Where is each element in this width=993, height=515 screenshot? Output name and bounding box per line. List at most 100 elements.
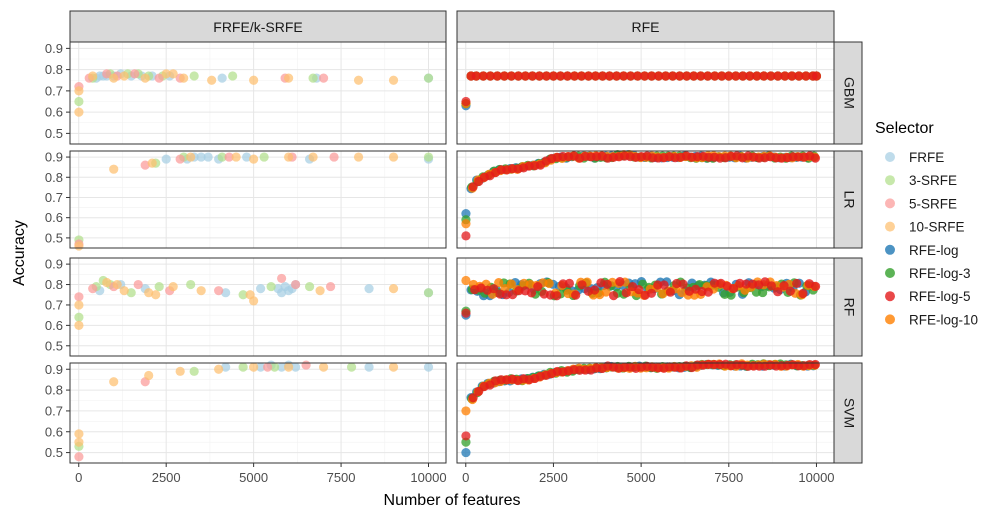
- data-point: [318, 362, 329, 372]
- data-point: [231, 152, 241, 162]
- data-point: [175, 366, 185, 376]
- data-point: [766, 281, 777, 291]
- data-point: [217, 73, 227, 83]
- data-point: [544, 278, 554, 289]
- data-point: [126, 288, 136, 298]
- data-point: [189, 366, 199, 376]
- data-point: [461, 447, 471, 458]
- data-point: [773, 287, 783, 297]
- data-point: [485, 71, 495, 81]
- y-tick-label: 0.8: [45, 62, 63, 77]
- legend-label: 5-SRFE: [909, 196, 957, 211]
- y-tick-label: 0.8: [45, 277, 63, 292]
- data-point: [74, 86, 84, 96]
- data-point: [602, 279, 612, 289]
- data-point: [668, 71, 678, 81]
- y-tick-label: 0.9: [45, 150, 63, 165]
- data-point: [207, 75, 217, 85]
- data-point: [109, 377, 119, 387]
- data-point: [277, 273, 287, 284]
- data-point: [696, 71, 706, 81]
- data-point: [552, 291, 562, 301]
- data-point: [364, 362, 374, 372]
- y-tick-label: 0.9: [45, 257, 63, 272]
- data-point: [675, 71, 685, 81]
- x-tick-label: 7500: [327, 470, 356, 485]
- data-point: [640, 71, 650, 81]
- data-point: [571, 290, 581, 300]
- data-point: [703, 71, 713, 81]
- y-tick-label: 0.5: [45, 445, 63, 460]
- data-point: [168, 281, 178, 292]
- data-point: [597, 71, 608, 81]
- data-point: [548, 71, 559, 81]
- y-tick-label: 0.6: [45, 424, 63, 439]
- data-point: [346, 362, 357, 372]
- data-point: [249, 154, 259, 164]
- data-point: [74, 292, 84, 302]
- legend-swatch: [885, 244, 895, 255]
- data-point: [615, 276, 625, 287]
- y-tick-label: 0.7: [45, 190, 63, 205]
- data-point: [214, 364, 224, 374]
- panel-background: [70, 42, 446, 144]
- data-point: [308, 152, 318, 162]
- data-point: [277, 362, 287, 372]
- x-tick-label: 0: [75, 470, 82, 485]
- data-point: [161, 69, 171, 79]
- data-point: [74, 320, 84, 330]
- data-point: [256, 362, 266, 372]
- facet-row-label: RF: [841, 298, 857, 317]
- data-point: [665, 287, 676, 297]
- legend-swatch: [885, 268, 895, 278]
- facet-column-label: RFE: [632, 19, 660, 35]
- data-point: [423, 362, 434, 372]
- data-point: [576, 71, 587, 81]
- legend-swatch: [885, 291, 895, 302]
- data-point: [259, 152, 269, 162]
- data-point: [140, 73, 150, 83]
- data-point: [88, 284, 98, 294]
- facet-row-label: GBM: [841, 77, 857, 109]
- data-point: [217, 152, 227, 162]
- legend-swatch: [885, 175, 895, 186]
- data-point: [423, 73, 434, 83]
- data-point: [388, 362, 399, 372]
- data-point: [601, 287, 611, 297]
- y-tick-label: 0.7: [45, 297, 63, 312]
- data-point: [752, 71, 762, 81]
- y-tick-label: 0.6: [45, 318, 63, 333]
- data-point: [74, 96, 84, 107]
- x-tick-label: 2500: [152, 470, 181, 485]
- data-point: [787, 71, 797, 81]
- data-point: [626, 71, 636, 81]
- data-point: [478, 71, 488, 81]
- legend-swatch: [885, 314, 895, 325]
- legend-label: RFE-log-3: [909, 266, 971, 281]
- data-point: [249, 296, 259, 306]
- y-tick-label: 0.9: [45, 362, 63, 377]
- x-tick-label: 7500: [714, 470, 743, 485]
- data-point: [74, 241, 84, 251]
- legend-label: FRFE: [909, 150, 944, 165]
- data-point: [74, 452, 84, 462]
- data-point: [291, 362, 301, 372]
- data-point: [74, 107, 84, 117]
- data-point: [186, 152, 196, 162]
- data-point: [758, 287, 768, 298]
- data-point: [780, 71, 790, 81]
- data-point: [792, 278, 802, 289]
- data-point: [541, 71, 552, 81]
- data-point: [74, 312, 84, 322]
- data-point: [461, 96, 471, 107]
- data-point: [773, 71, 783, 81]
- data-point: [144, 370, 154, 381]
- data-point: [151, 290, 161, 300]
- data-point: [618, 71, 629, 81]
- data-point: [604, 71, 615, 81]
- facet-strip: [69, 10, 447, 43]
- data-point: [74, 300, 84, 310]
- data-point: [489, 284, 499, 294]
- data-point: [154, 281, 164, 292]
- data-point: [527, 71, 538, 81]
